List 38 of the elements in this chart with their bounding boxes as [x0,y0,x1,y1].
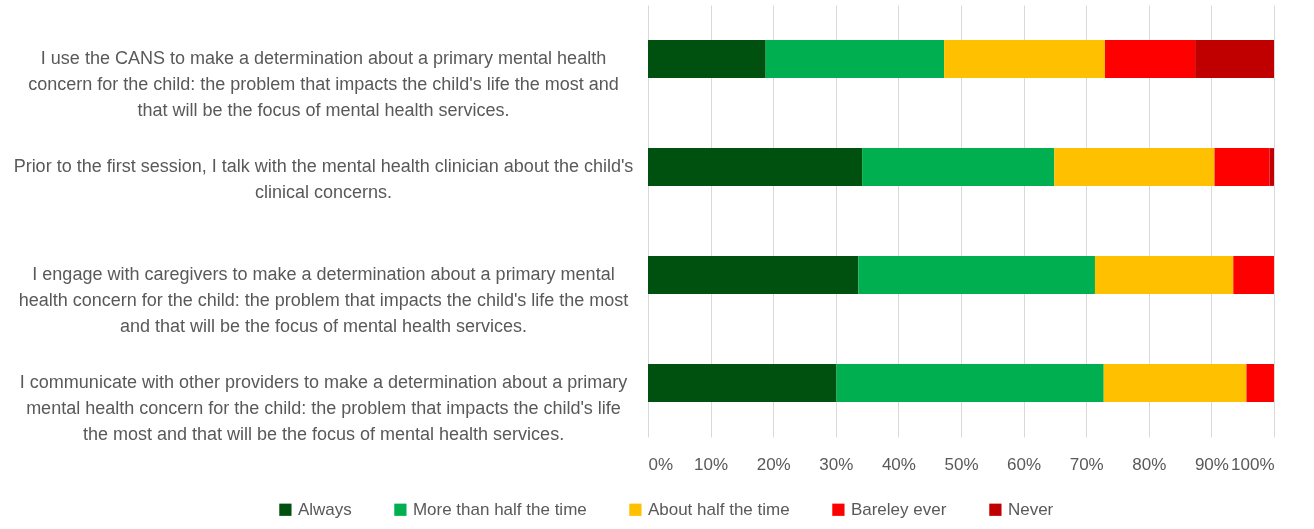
x-tick-label: 50% [944,454,979,474]
legend-label: Always [297,499,352,519]
bar [765,40,945,78]
x-tick-label: 0% [648,454,674,474]
bar [1104,40,1196,78]
x-tick-label: 20% [756,454,791,474]
y-tick-label: I engage with caregivers to make a determination about a primary mental health concern for the child: the problem that impacts the child's life the most and that will be the focus of mental health services. [18,264,629,336]
bar [1233,256,1274,294]
legend-label: Never [1007,499,1054,519]
bar [836,364,1104,402]
bar [1246,364,1274,402]
bar [1214,148,1270,186]
x-tick-label: 40% [881,454,916,474]
x-tick-label: 30% [819,454,854,474]
legend-label: Bareley ever [850,499,947,519]
x-tick-label: 70% [1069,454,1104,474]
x-tick-label: 90% [1194,454,1229,474]
x-tick-label: 100% [1231,454,1275,474]
bar [648,148,863,186]
bar [862,148,1055,186]
legend-label: More than half the time [412,499,587,519]
y-tick-label: Prior to the first session, I talk with the mental health clinician about the child's clinical concerns. [13,156,634,202]
bar [1094,256,1234,294]
bar [648,40,766,78]
bar [648,364,837,402]
y-tick-label: I communicate with other providers to make a determination about a primary mental health concern for the child: the problem that impacts the child's life the most and that will be the focus of mental health services. [19,372,628,444]
bar [944,40,1105,78]
legend-label: About half the time [647,499,790,519]
x-tick-label: 80% [1132,454,1167,474]
bar [858,256,1095,294]
y-tick-label: I use the CANS to make a determination about a primary mental health concern for the child: the problem that impacts the child's life the most and that will be the focus of mental health services. [28,48,619,120]
bar [1195,40,1274,78]
bar [1054,148,1215,186]
x-tick-label: 60% [1007,454,1042,474]
bar [648,256,859,294]
bar [1269,148,1274,186]
bar [1103,364,1247,402]
x-tick-label: 10% [694,454,729,474]
